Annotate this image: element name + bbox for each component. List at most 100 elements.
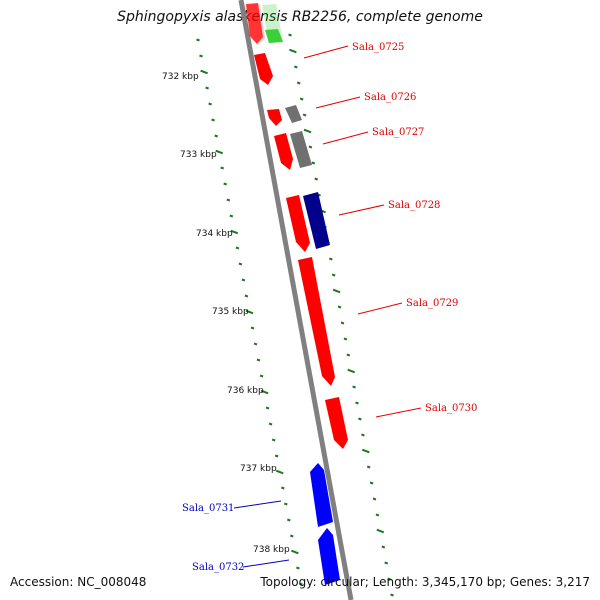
scale-tracks	[196, 33, 394, 597]
gene-faded-red	[246, 3, 263, 44]
gene-sala-0731[interactable]	[310, 463, 333, 527]
scale-tick-minor	[314, 177, 319, 181]
scale-tick-minor	[196, 38, 200, 42]
scale-tick-minor	[299, 582, 303, 586]
scale-label: 733 kbp	[180, 150, 217, 160]
gene-navy	[303, 192, 330, 249]
leader-line-sala-0731	[233, 500, 282, 509]
scale-tick-major	[230, 229, 239, 235]
gene-sala-0727[interactable]	[274, 133, 293, 170]
scale-tick-minor	[337, 305, 342, 309]
scale-tick-minor	[229, 214, 234, 218]
gene-label-sala-0732[interactable]: Sala_0732	[192, 562, 244, 573]
scale-tick-minor	[205, 86, 209, 90]
scale-tick-minor	[308, 145, 313, 149]
scale-tick-major	[215, 149, 224, 155]
scale-tick-minor	[358, 417, 362, 421]
scale-tick-minor	[235, 246, 240, 250]
scale-label: 736 kbp	[227, 386, 264, 396]
accession-text: Accession: NC_008048	[10, 575, 147, 589]
scale-tick-minor	[346, 353, 351, 357]
scale-tick-major	[289, 48, 297, 54]
scale-tick-minor	[250, 326, 255, 330]
gene-gray-small	[285, 105, 302, 123]
scale-tick-minor	[265, 406, 270, 410]
genome-backbone	[238, 0, 354, 600]
scale-tick-minor	[355, 401, 359, 405]
scale-tick-minor	[299, 97, 304, 101]
gene-gray-large	[290, 131, 312, 168]
leader-line-sala-0732	[242, 559, 290, 568]
scale-tick-major	[361, 448, 370, 454]
scale-tick-minor	[244, 294, 249, 298]
gene-sala-0725[interactable]	[254, 53, 273, 85]
scale-tick-minor	[372, 497, 377, 501]
scale-tick-minor	[253, 342, 258, 346]
scale-tick-minor	[369, 481, 374, 485]
scale-tick-minor	[259, 374, 264, 378]
genome-summary-text: Topology: circular; Length: 3,345,170 bp…	[260, 575, 590, 589]
scale-tick-major	[291, 549, 299, 555]
gene-label-sala-0731[interactable]: Sala_0731	[182, 503, 234, 514]
scale-tick-minor	[296, 81, 301, 85]
scale-tick-major	[200, 69, 208, 75]
scale-tick-minor	[199, 54, 203, 58]
scale-tick-minor	[328, 257, 333, 261]
scale-tick-minor	[381, 545, 386, 549]
gene-label-sala-0728[interactable]: Sala_0728	[388, 200, 440, 211]
scale-tick-minor	[286, 518, 291, 522]
genome-title: Sphingopyxis alaskensis RB2256, complete…	[117, 9, 483, 25]
leader-line-sala-0728	[338, 204, 385, 216]
scale-tick-minor	[220, 166, 225, 170]
scale-tick-minor	[340, 321, 345, 325]
scale-tick-major	[260, 389, 269, 395]
scale-tick-minor	[390, 593, 394, 597]
gene-sala-0730[interactable]	[325, 397, 348, 449]
scale-label: 734 kbp	[196, 229, 233, 239]
scale-tick-minor	[211, 118, 215, 122]
scale-tick-minor	[387, 577, 391, 581]
scale-tick-major	[347, 368, 356, 374]
scale-tick-major	[275, 469, 284, 475]
scale-tick-minor	[384, 561, 389, 565]
scale-tick-minor	[375, 513, 380, 517]
gene-sala-0729[interactable]	[298, 257, 335, 386]
scale-tick-minor	[241, 278, 246, 282]
scale-tick-minor	[296, 566, 300, 570]
scale-tick-minor	[283, 502, 288, 506]
gene-label-sala-0726[interactable]: Sala_0726	[364, 92, 416, 103]
gene-label-sala-0725[interactable]: Sala_0725	[352, 42, 404, 53]
gene-sala-0732[interactable]	[318, 528, 340, 585]
scale-tick-major	[245, 309, 254, 315]
scale-tick-major	[303, 128, 312, 134]
scale-tick-minor	[226, 198, 231, 202]
leader-line-sala-0730	[375, 407, 422, 418]
scale-tick-minor	[268, 422, 273, 426]
gene-label-sala-0729[interactable]: Sala_0729	[406, 298, 458, 309]
scale-tick-minor	[274, 454, 279, 458]
scale-tick-minor	[302, 113, 307, 117]
gene-label-sala-0730[interactable]: Sala_0730	[425, 403, 477, 414]
scale-tick-major	[332, 288, 341, 294]
leader-line-sala-0729	[357, 302, 403, 315]
gene-sala-0726[interactable]	[267, 109, 282, 126]
scale-tick-minor	[311, 161, 316, 165]
gene-sala-0728[interactable]	[286, 195, 310, 252]
leader-line-sala-0726	[315, 96, 361, 109]
scale-label: 737 kbp	[240, 464, 277, 474]
gene-label-sala-0727[interactable]: Sala_0727	[372, 127, 424, 138]
scale-tick-minor	[289, 534, 294, 538]
scale-label: 735 kbp	[212, 307, 249, 317]
scale-label: 738 kbp	[253, 545, 290, 555]
scale-tick-minor	[331, 273, 336, 277]
scale-tick-minor	[361, 433, 365, 437]
scale-tick-minor	[343, 337, 348, 341]
scale-label: 732 kbp	[162, 72, 199, 82]
gene-green	[265, 29, 283, 43]
scale-tick-minor	[352, 385, 356, 389]
scale-tick-minor	[223, 182, 228, 186]
leader-line-sala-0727	[322, 131, 369, 145]
scale-tick-minor	[271, 438, 276, 442]
